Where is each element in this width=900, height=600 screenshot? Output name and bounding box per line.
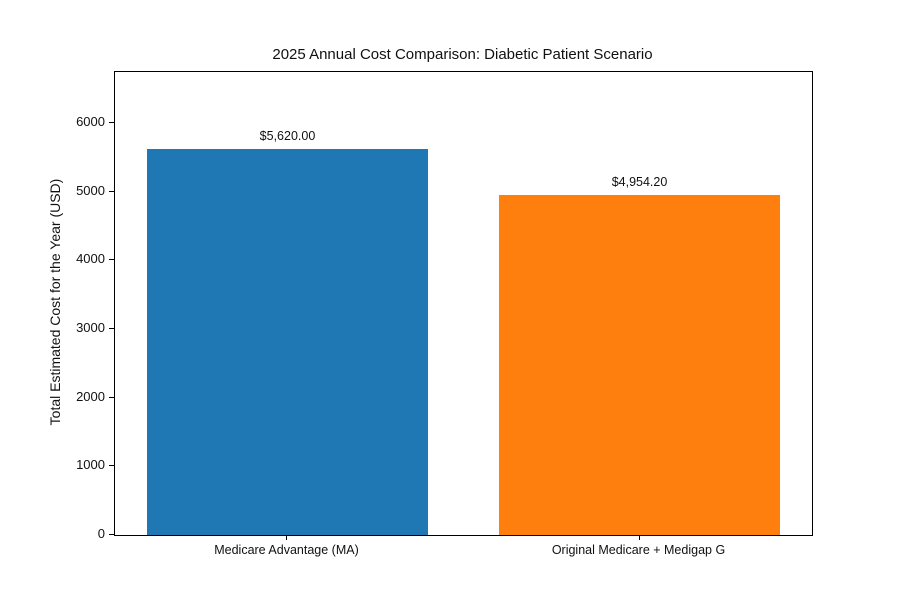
y-tick-label-2: 2000 [76, 388, 105, 404]
y-tick-label-6: 6000 [76, 114, 105, 130]
chart-title: 2025 Annual Cost Comparison: Diabetic Pa… [272, 46, 653, 63]
y-tick-label-1: 1000 [76, 457, 105, 473]
bar-0 [146, 149, 429, 535]
y-tick-mark-1 [109, 465, 114, 467]
plot-area: $5,620.00 $4,954.20 [114, 71, 813, 536]
y-tick-mark-4 [109, 259, 114, 261]
x-tick-label-1: Original Medicare + Medigap G [551, 543, 726, 557]
y-tick-mark-3 [109, 328, 114, 330]
y-tick-label-5: 5000 [76, 182, 105, 198]
y-axis-label: Total Estimated Cost for the Year (USD) [47, 178, 63, 426]
y-tick-label-3: 3000 [76, 320, 105, 336]
y-tick-mark-6 [109, 122, 114, 124]
bar-value-label-1: $4,954.20 [611, 174, 668, 189]
y-tick-label-0: 0 [97, 526, 105, 541]
y-tick-mark-0 [109, 534, 114, 535]
y-tick-mark-5 [109, 190, 114, 192]
x-tick-label-0: Medicare Advantage (MA) [214, 543, 359, 557]
x-tick-mark-1 [638, 535, 640, 540]
x-tick-mark-0 [286, 535, 288, 540]
bar-1 [498, 194, 781, 535]
y-tick-mark-2 [109, 396, 114, 398]
y-tick-label-4: 4000 [76, 251, 105, 267]
bar-value-label-0: $5,620.00 [259, 129, 316, 144]
